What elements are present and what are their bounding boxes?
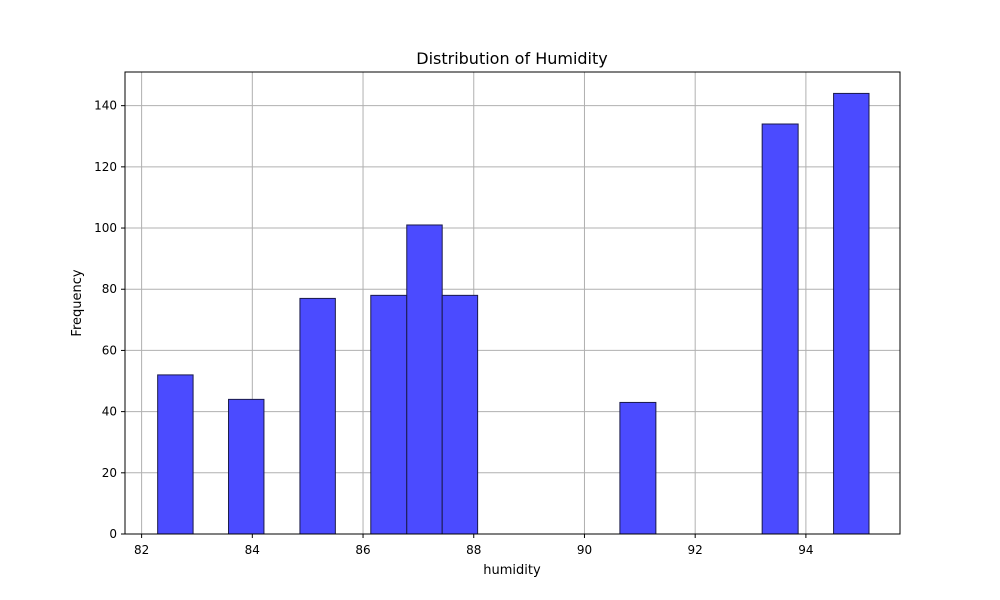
- histogram-bar: [157, 374, 194, 535]
- histogram-bar: [619, 401, 657, 535]
- x-tick-label: 94: [798, 543, 813, 557]
- plot-frame: [124, 71, 901, 535]
- x-axis-ticks: 82 84 86 88 90 92 94: [134, 534, 814, 557]
- y-axis-ticks: 0 20 40 60 80 100 120 140: [94, 99, 125, 541]
- x-tick-label: 84: [245, 543, 260, 557]
- y-tick-label: 120: [94, 160, 117, 174]
- x-axis-label: humidity: [483, 563, 541, 578]
- y-tick-label: 60: [102, 343, 117, 357]
- x-tick-label: 82: [134, 543, 149, 557]
- histogram-bar: [228, 398, 265, 535]
- y-tick-label: 80: [102, 282, 117, 296]
- y-tick-label: 100: [94, 221, 117, 235]
- chart-title: Distribution of Humidity: [416, 49, 607, 68]
- histogram-bar: [833, 92, 870, 535]
- x-tick-label: 90: [577, 543, 592, 557]
- x-tick-label: 92: [688, 543, 703, 557]
- histogram-bar: [370, 294, 408, 535]
- y-tick-label: 40: [102, 405, 117, 419]
- y-tick-label: 0: [109, 527, 117, 541]
- histogram-bar: [299, 297, 336, 535]
- histogram-bar: [761, 123, 799, 535]
- bars: [157, 92, 870, 535]
- histogram-bar: [406, 224, 443, 535]
- y-axis-label: Frequency: [70, 269, 85, 336]
- y-tick-label: 140: [94, 99, 117, 113]
- x-tick-label: 88: [466, 543, 481, 557]
- y-tick-label: 20: [102, 466, 117, 480]
- x-tick-label: 86: [355, 543, 370, 557]
- histogram-bar: [441, 294, 479, 535]
